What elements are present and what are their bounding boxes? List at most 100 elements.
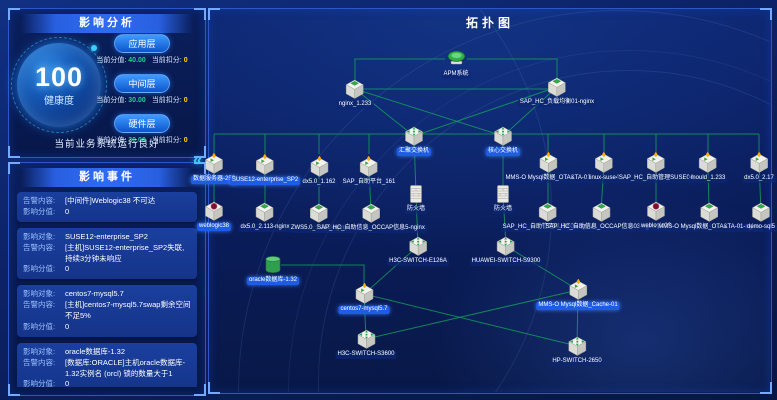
topology-node-hp2650[interactable]: HP-SWITCH-2650 [550,335,604,366]
event-card-0[interactable]: 告警内容: [中间件]Weblogic38 不可达 影响分值: 0 [17,192,197,222]
nginx-icon [255,202,275,222]
topology-node-g1[interactable]: dx5.0_2.113-nginx [238,201,292,232]
layer-pill[interactable]: 中间层 [114,74,170,93]
impact-events-title: 影响事件 [21,168,193,187]
topology-nodes: APM系统 nginx_1.233 SAP_HC_负载均衡01-nginx 汇聚交换机… [190,9,777,393]
host-icon [646,152,666,173]
topology-node-hdx217[interactable]: dx5.0_2.17 [742,152,776,183]
layer-values: 当前分值: 30.00 当前扣分: 0 [96,95,187,105]
event-field-label: 影响分值: [23,206,56,216]
switch-icon [404,126,424,146]
topology-node-apm[interactable]: APM系统 [441,48,471,79]
topology-node-sw1[interactable]: 汇聚交换机 [396,125,432,156]
event-field-label: 影响分值: [23,264,56,274]
layer-row-2: 硬件层 当前分值: 30.00 当前扣分: 0 [96,114,188,145]
nginx-icon [547,77,567,97]
topology-node-sw2[interactable]: 核心交换机 [485,125,521,156]
score-value: 30.00 [128,137,146,144]
node-label: MMS-O Mysql数据_OTA&TA-01-nginx [656,224,762,232]
health-score: 100 [34,61,84,92]
topology-node-hw[interactable]: HUAWEI-SWITCH-S9300 [469,235,543,266]
switch-icon [496,236,516,256]
topology-node-hlinux[interactable]: linux-suse4 [586,152,622,183]
health-globe: 100 健康度 [11,37,107,133]
event-field-label: 影响分值: [23,321,56,331]
event-field-label: 影响分值: [23,379,56,387]
switch-icon [567,336,587,356]
topology-node-hdx162[interactable]: dx5.0_1.162 [300,156,338,187]
node-label: nginx_1.233 [336,101,374,109]
topology-node-oracle[interactable]: oracle数据库-1.32 [246,254,300,285]
node-label: H3C-SWITCH-S3600 [335,351,397,359]
nginx-icon [699,202,719,222]
node-label: SAP_HC_负载均衡01-nginx [517,99,597,107]
impact-events-panel: 影响事件 告警内容: [中间件]Weblogic38 不可达 影响分值: 0 影响对象:… [8,162,206,396]
switch-icon [493,126,513,146]
node-label: weblogic38 [196,223,232,231]
node-label: MMS-O Mysql数据_OTA&TA-01 [503,175,593,183]
topology-node-g3[interactable]: SAP_HC_自助信息_OCCAP信息5-nginx [315,202,427,233]
topology-node-centos7[interactable]: centos7-mysql5.7 [338,283,390,314]
deduct-value: 0 [183,137,188,144]
score-label: 当前分值: [96,57,127,64]
layer-values: 当前分值: 30.00 当前扣分: 0 [96,135,187,145]
host-icon [568,279,588,300]
topology-node-mmscache[interactable]: MMS-O Mysql数据_Cache-01 [536,279,620,310]
node-label: centos7-mysql5.7 [338,306,390,314]
deduct-label: 当前扣分: [151,137,182,144]
node-label: SAP_自助平台_161 [340,179,398,187]
event-field-label: 影响对象: [23,231,56,241]
host-icon [309,156,329,177]
topology-node-g7[interactable]: demo-sql5 [744,201,777,232]
collapse-sidebar-arrow-icon[interactable]: « [193,150,203,169]
event-field-value: 0 [65,206,70,216]
node-label: SAP_HC_自助信息_OCCAP信息03-nginx [543,224,659,232]
topology-node-n1[interactable]: nginx_1.233 [336,78,374,109]
event-card-3[interactable]: 影响对象: oracle数据库-1.32 告警内容: [数据库:ORACLE]主机or… [17,342,197,387]
node-label: SAP_HC_自助管理SUSE04 [616,175,696,183]
deduct-label: 当前扣分: [151,57,182,64]
deduct-label: 当前扣分: [151,97,182,104]
topology-node-g5[interactable]: SAP_HC_自助信息_OCCAP信息03-nginx [543,201,659,232]
event-field-label: 影响对象: [23,346,56,356]
event-field-value: [主机]centos7-mysql5.7swap剩余空间不足5% [65,300,191,320]
topology-node-h252[interactable]: 数据服务器-252 [190,153,238,184]
topology-node-hsuse[interactable]: SUSE12-enterprise_SP2 [229,154,301,185]
topology-node-s3600[interactable]: H3C-SWITCH-S3600 [335,328,397,359]
event-field-value: [主机]SUSE12-enterprise_SP2失联,持续3分钟未响应 [65,242,185,263]
topology-node-f1[interactable]: 防火墙 [404,183,428,214]
layer-pill[interactable]: 硬件层 [114,114,170,133]
layer-row-1: 中间层当前分值: 30.00 当前扣分: 0 [96,74,188,105]
event-field-label: 告警内容: [23,300,56,310]
topology-node-f2[interactable]: 防火墙 [491,183,515,214]
topology-node-hmms01[interactable]: MMS-O Mysql数据_OTA&TA-01 [503,152,593,183]
topology-node-n2[interactable]: SAP_HC_负载均衡01-nginx [517,76,597,107]
topology-node-hmould[interactable]: mould_1.233 [688,152,728,183]
topology-node-hsap161[interactable]: SAP_自助平台_161 [340,156,398,187]
node-label: weblogic16 [638,223,674,231]
switch-icon [356,329,376,349]
layer-pill[interactable]: 应用层 [114,34,170,53]
nginx-icon [309,203,329,223]
host-icon [354,283,374,304]
event-card-2[interactable]: 影响对象: centos7-mysql5.7 告警内容: [主机]centos7-my… [17,285,197,337]
firewall-icon [410,185,422,203]
event-field-label: 影响对象: [23,289,56,299]
event-card-1[interactable]: 影响对象: SUSE12-enterprise_SP2 告警内容: [主机]SUSE1… [17,227,197,280]
switch-icon [408,236,428,256]
impact-analysis-title: 影响分析 [21,14,193,33]
system-status-text: 当前业务系统运行良好 [54,139,160,150]
event-field-label: 告警内容: [23,242,56,252]
event-list: 告警内容: [中间件]Weblogic38 不可达 影响分值: 0 影响对象: SUSE1… [17,192,197,387]
nginx-icon [538,202,558,222]
layer-values: 当前分值: 40.00 当前扣分: 0 [96,55,187,65]
topology-node-e126a[interactable]: H3C-SWITCH-E126A [387,235,449,266]
topology-node-hsap04[interactable]: SAP_HC_自助管理SUSE04 [616,152,696,183]
node-label: dx5.0_1.162 [300,179,338,187]
topology-node-g6[interactable]: MMS-O Mysql数据_OTA&TA-01-nginx [656,201,762,232]
topology-node-w2[interactable]: weblogic16 [638,200,674,231]
health-score-label: 健康度 [44,95,74,107]
topology-node-wl38[interactable]: weblogic38 [196,200,232,231]
nginx-icon [751,202,771,222]
